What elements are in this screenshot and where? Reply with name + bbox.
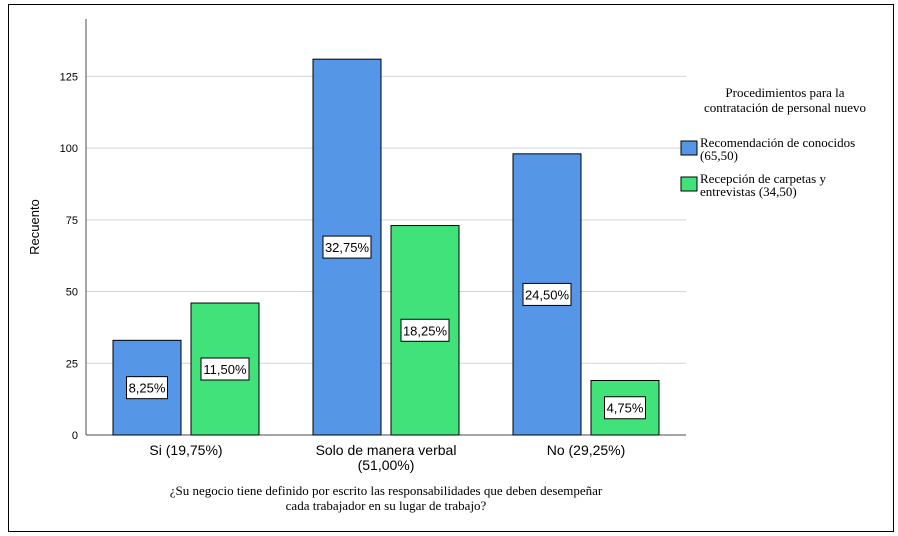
bar-chart: 0 25 50 75 100 125 Recuento 8,25% 11,50% Si (19,7… <box>27 19 866 513</box>
legend-entry-label: (65,50) <box>700 148 738 163</box>
data-label: 24,50% <box>525 287 570 302</box>
legend-title: contratación de personal nuevo <box>704 100 866 115</box>
data-label-box <box>200 357 250 381</box>
legend-entry-label: entrevistas (34,50) <box>700 184 797 199</box>
x-tick-label: Si (19,75%) <box>149 442 222 458</box>
data-label: 8,25% <box>129 381 166 396</box>
legend-title: Procedimientos para la <box>725 85 844 100</box>
data-label: 18,25% <box>403 323 448 338</box>
data-label-box <box>604 396 646 420</box>
data-label: 4,75% <box>607 401 644 416</box>
y-axis-label: Recuento <box>27 199 42 255</box>
chart-frame: 0 25 50 75 100 125 Recuento 8,25% 11,50% Si (19,7… <box>8 4 894 532</box>
data-label-box <box>322 235 372 259</box>
y-tick-label: 25 <box>66 358 78 370</box>
x-tick-label: (51,00%) <box>358 457 415 473</box>
y-tick-label: 75 <box>66 215 78 227</box>
x-tick-label: No (29,25%) <box>547 442 626 458</box>
legend-swatch-2 <box>680 176 698 192</box>
data-label: 11,50% <box>203 362 247 377</box>
y-tick-label: 0 <box>72 430 78 442</box>
y-tick-label: 125 <box>60 71 78 83</box>
data-label-box <box>126 376 168 400</box>
x-axis-label: ¿Su negocio tiene definido por escrito l… <box>170 483 603 498</box>
x-axis-label: cada trabajador en su lugar de trabajo? <box>286 498 487 513</box>
data-label-box <box>400 318 450 342</box>
legend-entry-label: Recomendación de conocidos <box>700 135 855 150</box>
data-label-box <box>522 282 572 306</box>
x-tick-label: Solo de manera verbal <box>316 442 457 458</box>
data-label: 32,75% <box>325 240 370 255</box>
y-tick-label: 50 <box>66 287 78 299</box>
y-tick-label: 100 <box>60 143 78 155</box>
legend-swatch-1 <box>680 140 698 156</box>
legend-entry-label: Recepción de carpetas y <box>700 171 826 186</box>
